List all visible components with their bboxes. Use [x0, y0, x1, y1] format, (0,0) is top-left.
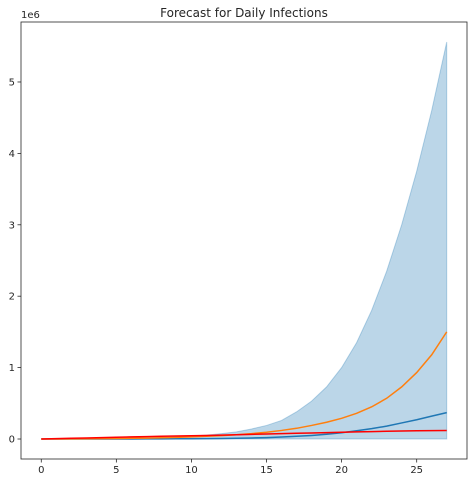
y-tick-label: 5: [9, 77, 15, 88]
x-tick-label: 15: [260, 465, 273, 476]
x-tick-label: 5: [113, 465, 119, 476]
y-tick-label: 4: [9, 149, 15, 160]
confidence-band: [41, 41, 448, 440]
y-scale-label: 1e6: [21, 10, 40, 21]
series-line-3: [41, 429, 447, 440]
x-tick-label: 20: [335, 465, 348, 476]
y-tick-label: 1: [9, 363, 15, 374]
chart-title: Forecast for Daily Infections: [160, 6, 328, 20]
axes-frame: [20, 21, 468, 460]
y-tick-label: 2: [9, 292, 15, 303]
x-tick-label: 25: [410, 465, 423, 476]
x-axis: 0 5 10 15 20 25: [38, 459, 423, 476]
plot-area: [41, 41, 448, 440]
y-tick-label: 3: [9, 220, 15, 231]
y-tick-label: 0: [9, 435, 15, 446]
x-tick-label: 10: [185, 465, 198, 476]
x-tick-label: 0: [38, 465, 44, 476]
y-axis: 0 1 2 3 4 5: [9, 77, 21, 446]
